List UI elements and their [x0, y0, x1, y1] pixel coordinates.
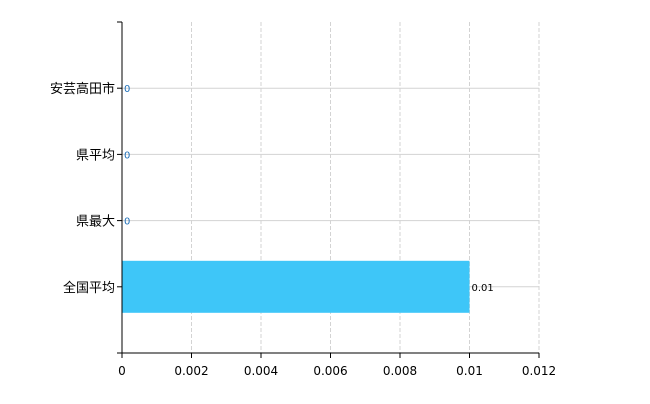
x-tick-label: 0.004: [244, 364, 278, 378]
data-label: 0: [124, 217, 130, 228]
x-tick-label: 0.006: [313, 364, 347, 378]
x-tick-label: 0.01: [456, 364, 483, 378]
category-label: 県平均: [76, 148, 115, 163]
x-tick-label: 0.012: [522, 364, 556, 378]
category-label: 安芸高田市: [50, 81, 115, 97]
x-tick-label: 0: [118, 364, 126, 378]
x-tick-label: 0.002: [174, 364, 208, 378]
data-label: 0: [124, 84, 130, 95]
data-label: 0: [124, 150, 130, 161]
bar: [122, 260, 470, 313]
category-label: 県最大: [76, 215, 115, 230]
x-tick-label: 0.008: [383, 364, 417, 378]
data-label: 0.01: [472, 283, 494, 294]
category-label: 全国平均: [63, 280, 115, 296]
